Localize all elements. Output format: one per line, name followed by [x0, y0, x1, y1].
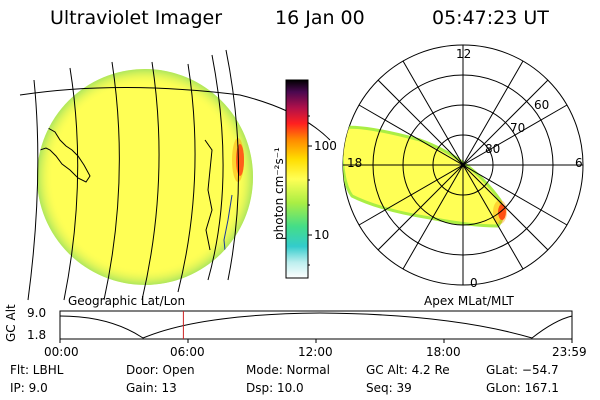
door-value: Door: Open — [126, 363, 195, 377]
mlt-label-18: 18 — [347, 156, 363, 170]
meridian-line — [141, 61, 160, 301]
colorbar-tick-label: 10 — [314, 228, 330, 242]
coastline — [204, 139, 213, 251]
colorbar — [285, 79, 312, 279]
instrument-title: Ultraviolet Imager — [50, 7, 223, 29]
timeline-ytick: 9.0 — [27, 306, 47, 320]
timeline-frame — [59, 310, 573, 340]
date-label: 16 Jan 00 — [275, 7, 365, 29]
timeline-ytick: 1.8 — [27, 328, 47, 342]
ip-value: IP: 9.0 — [10, 381, 48, 395]
timeline-xtick: 06:00 — [170, 345, 205, 359]
mlt-label-12: 12 — [456, 47, 472, 61]
mlt-label-0: 0 — [470, 276, 478, 290]
polar-aurora-spot — [498, 204, 506, 220]
meridian-line — [27, 79, 39, 301]
polar-plot — [342, 44, 584, 286]
meridian-line — [177, 63, 196, 293]
mlat-label-60: 60 — [534, 98, 550, 112]
mlat-label-80: 80 — [485, 142, 501, 156]
meridian-line — [225, 49, 239, 281]
filter-value: Flt: LBHL — [10, 363, 64, 377]
geographic-globe — [19, 49, 331, 301]
timeline-ylabel: GC Alt — [4, 304, 18, 342]
seq-value: Seq: 39 — [366, 381, 412, 395]
timeline-xtick: 00:00 — [44, 345, 79, 359]
meridian-line — [207, 54, 224, 281]
gain-value: Gain: 13 — [126, 381, 177, 395]
coastline — [37, 117, 91, 183]
mode-value: Mode: Normal — [246, 363, 330, 377]
altitude-timeline — [59, 310, 573, 343]
timeline-xtick: 12:00 — [298, 345, 333, 359]
colorbar-scale — [285, 79, 309, 279]
colorbar-tick-label: 100 — [314, 139, 337, 153]
time-label: 05:47:23 UT — [432, 7, 549, 29]
glon-value: GLon: 167.1 — [486, 381, 559, 395]
geographic-caption: Geographic Lat/Lon — [68, 294, 186, 308]
meridian-line — [63, 67, 79, 301]
mlat-label-70: 70 — [510, 121, 526, 135]
mlt-label-6: 6 — [575, 156, 583, 170]
polar-spoke — [358, 104, 568, 226]
gc-alt-value: GC Alt: 4.2 Re — [366, 363, 450, 377]
altitude-curve — [59, 312, 573, 339]
globe-limb — [37, 69, 253, 285]
apex-caption: Apex MLat/MLT — [424, 294, 514, 308]
dsp-value: Dsp: 10.0 — [246, 381, 304, 395]
colorbar-unit-label: photon cm⁻²s⁻¹ — [272, 147, 286, 240]
glat-value: GLat: −54.7 — [486, 363, 559, 377]
meridian-line — [103, 61, 120, 301]
timeline-xtick: 23:59 — [552, 345, 587, 359]
timeline-xtick: 18:00 — [426, 345, 461, 359]
